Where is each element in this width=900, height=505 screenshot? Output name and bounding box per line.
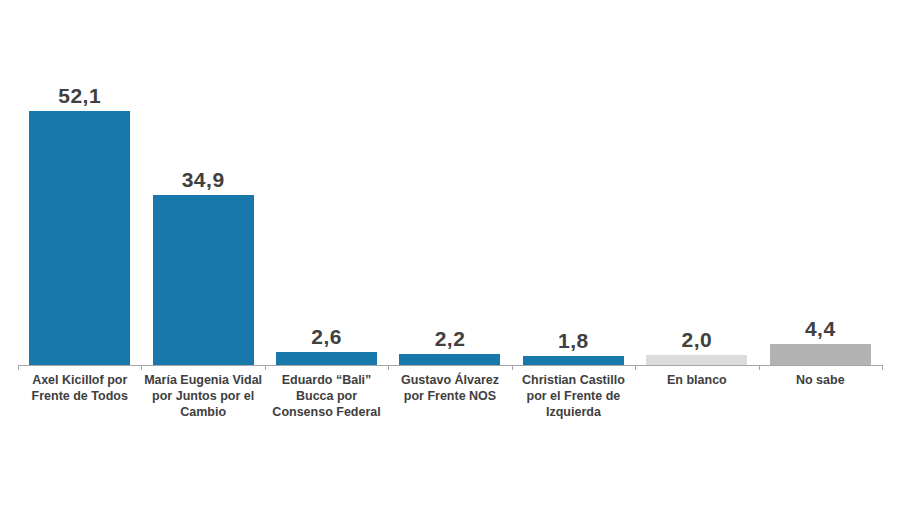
category-label: Christian Castillo por el Frente de Izqu… xyxy=(512,372,635,420)
plot-area: 52,1 34,9 2,6 2,2 1,8 2,0 4,4 xyxy=(18,0,882,365)
bar xyxy=(29,111,130,365)
category-label: Eduardo “Bali” Bucca por Consenso Federa… xyxy=(265,372,388,420)
bar-value-label: 2,2 xyxy=(435,328,466,349)
category-label: No sabe xyxy=(759,372,882,388)
axis-tick xyxy=(882,365,883,370)
bar xyxy=(646,355,747,365)
bar-group: 2,6 xyxy=(265,0,388,365)
bar-group: 2,0 xyxy=(635,0,758,365)
axis-tick xyxy=(512,365,513,370)
bar-group: 4,4 xyxy=(759,0,882,365)
bar xyxy=(276,352,377,365)
axis-tick xyxy=(141,365,142,370)
bar xyxy=(153,195,254,365)
x-axis-line xyxy=(18,365,883,366)
bar-group: 52,1 xyxy=(18,0,141,365)
category-label: María Eugenia Vidal por Juntos por el Ca… xyxy=(141,372,264,420)
bar-group: 1,8 xyxy=(512,0,635,365)
bar-value-label: 34,9 xyxy=(182,169,225,190)
bar-value-label: 2,6 xyxy=(311,326,342,347)
axis-tick xyxy=(759,365,760,370)
bar-value-label: 2,0 xyxy=(682,329,713,350)
bar-value-label: 4,4 xyxy=(805,318,836,339)
bar-value-label: 1,8 xyxy=(558,330,589,351)
bar-group: 34,9 xyxy=(141,0,264,365)
bar-group: 2,2 xyxy=(388,0,511,365)
category-label: Gustavo Álvarez por Frente NOS xyxy=(388,372,511,404)
axis-tick xyxy=(388,365,389,370)
bar xyxy=(399,354,500,365)
bar-value-label: 52,1 xyxy=(58,85,101,106)
bar-chart: 52,1 34,9 2,6 2,2 1,8 2,0 4,4 Axel Kicillof po… xyxy=(0,0,900,505)
category-label: En blanco xyxy=(635,372,758,388)
axis-tick xyxy=(265,365,266,370)
bar xyxy=(523,356,624,365)
axis-tick xyxy=(18,365,19,370)
axis-tick xyxy=(635,365,636,370)
category-label: Axel Kicillof por Frente de Todos xyxy=(18,372,141,404)
bar xyxy=(770,344,871,365)
